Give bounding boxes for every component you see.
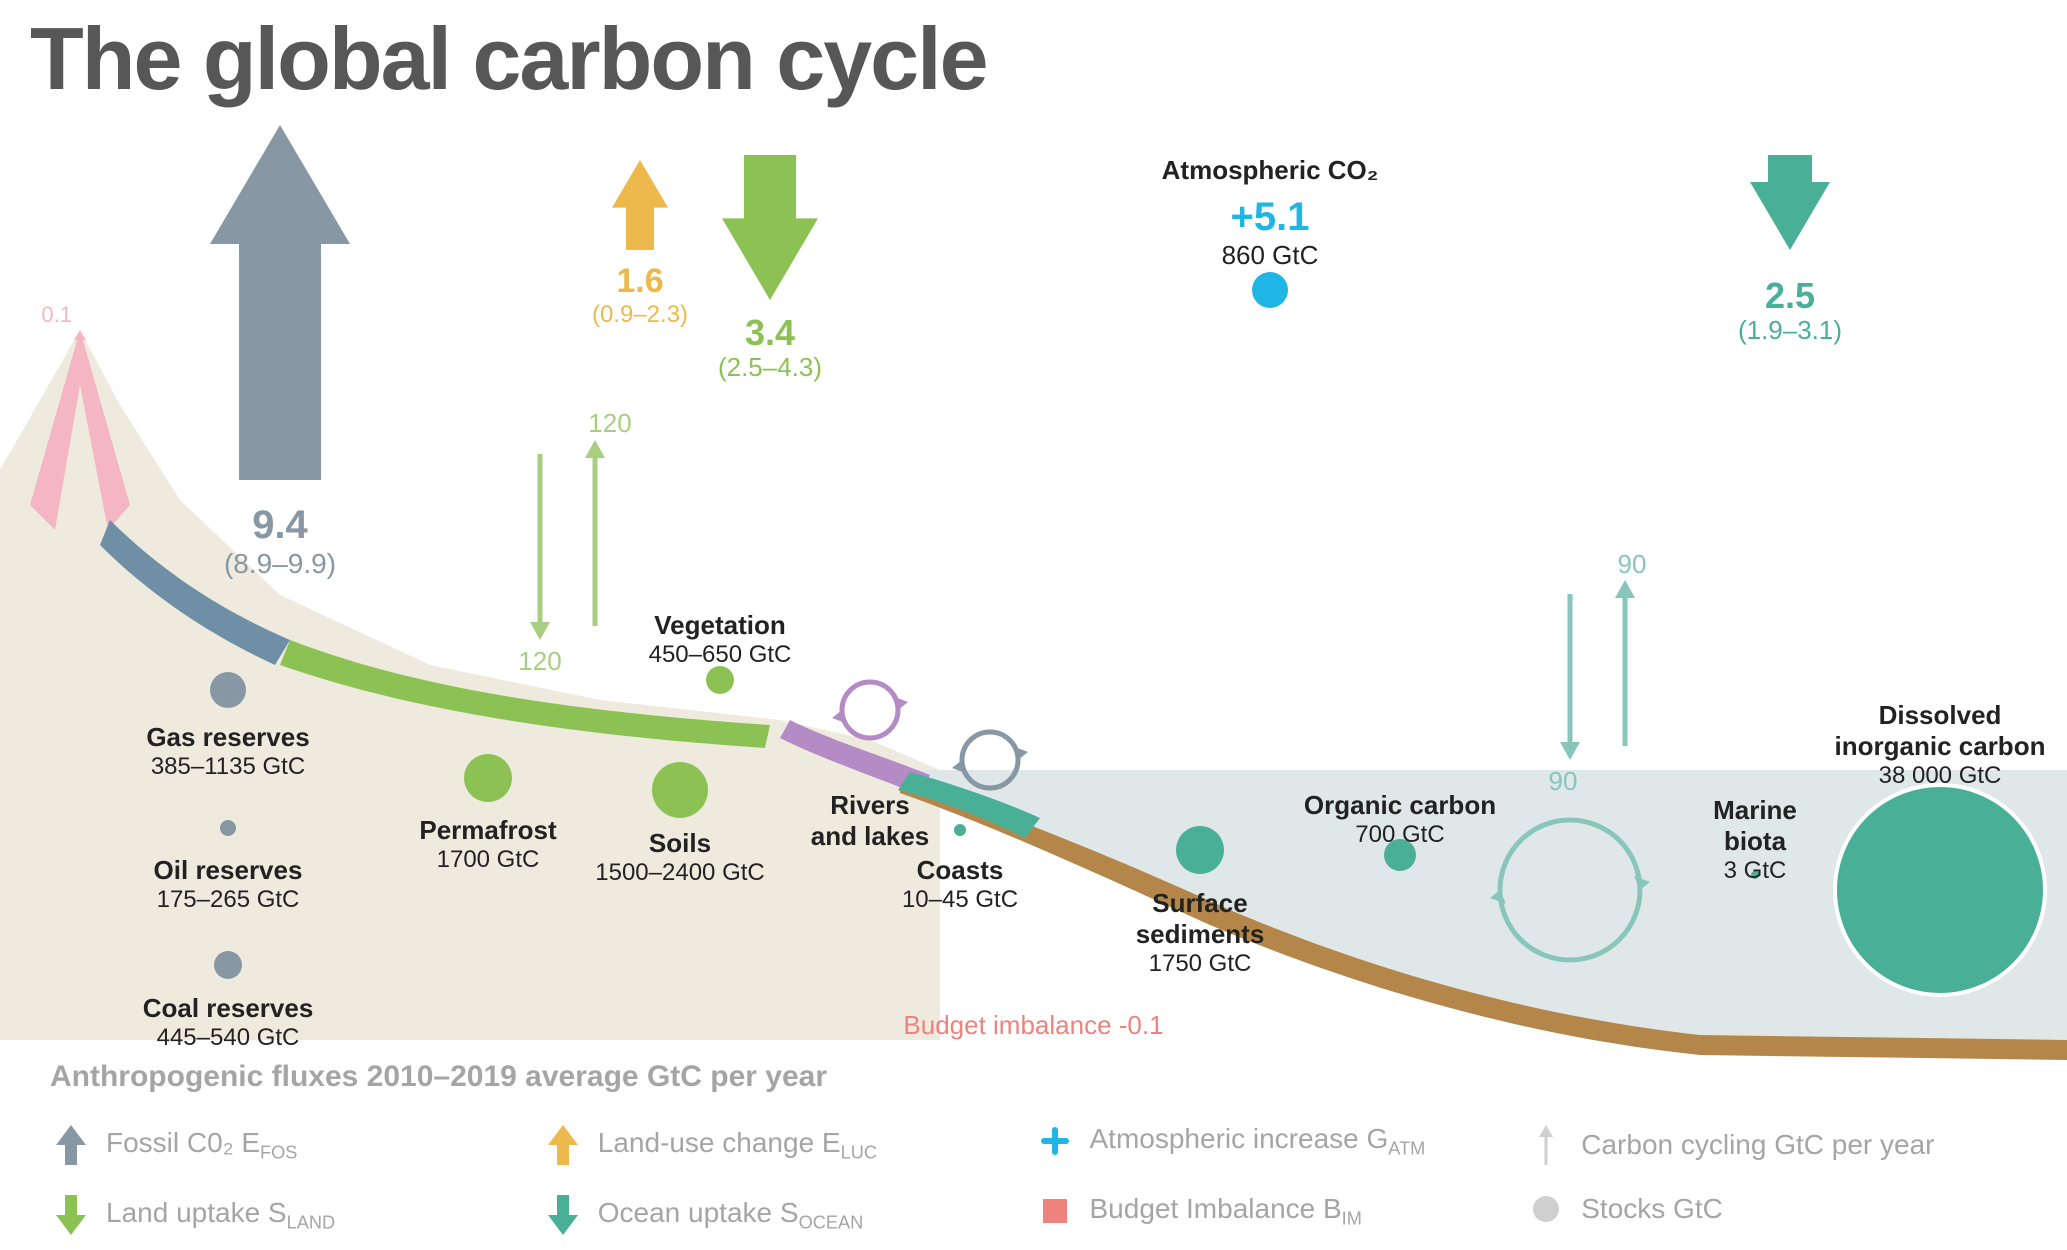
- legend-title: Anthropogenic fluxes 2010–2019 average G…: [50, 1060, 827, 1094]
- cycle-arrow-oc_dn: 90: [1549, 594, 1580, 796]
- stock-dot-perm: [464, 754, 512, 802]
- legend-item-6: Budget Imbalance BIM: [1034, 1193, 1362, 1230]
- flux-arrow-luc: [612, 160, 668, 250]
- stock-dot-veg: [706, 666, 734, 694]
- svg-text:0.1: 0.1: [41, 302, 72, 327]
- legend-item-5: Ocean uptake SOCEAN: [542, 1193, 864, 1237]
- rivers-lakes: Riversand lakes: [750, 790, 990, 852]
- atm-value: +5.1: [1170, 195, 1370, 240]
- cycle-arrow-veg_up: 120: [585, 408, 632, 626]
- legend-item-4: Land uptake SLAND: [50, 1193, 335, 1237]
- legend-item-7: Stocks GtC: [1525, 1193, 1723, 1225]
- stock-label-surfsed: Surfacesediments1750 GtC: [1030, 888, 1370, 979]
- rivers-cycle: [832, 682, 908, 738]
- flux-label-land: 3.4(2.5–4.3): [650, 312, 890, 383]
- stock-dot-soils: [652, 762, 708, 818]
- flux-arrow-ocean: [1750, 155, 1830, 250]
- atm-stock: 860 GtC: [1170, 240, 1370, 271]
- cycle-arrow-oc_up: 90: [1615, 549, 1646, 746]
- legend-item-0: Fossil C0₂ EFOS: [50, 1123, 297, 1167]
- stock-dot-gas: [210, 672, 246, 708]
- atm-label: Atmospheric CO₂: [1090, 155, 1450, 186]
- atm-dot: [1252, 272, 1288, 308]
- stock-dot-surfsed: [1176, 826, 1224, 874]
- flux-label-fossil: 9.4(8.9–9.9): [160, 502, 400, 580]
- cycle-label-veg_up: 120: [588, 408, 631, 438]
- stock-label-gas: Gas reserves385–1135 GtC: [58, 722, 398, 782]
- stock-label-veg: Vegetation450–650 GtC: [550, 610, 890, 670]
- cycle-label-oc_up: 90: [1618, 549, 1647, 579]
- legend-item-3: Carbon cycling GtC per year: [1525, 1123, 1934, 1167]
- land-mass: [0, 330, 940, 1040]
- flux-label-ocean: 2.5(1.9–3.1): [1670, 275, 1910, 346]
- stock-label-dic: Dissolvedinorganic carbon38 000 GtC: [1770, 700, 2067, 791]
- flux-arrow-fossil: [210, 125, 350, 480]
- page-title: The global carbon cycle: [30, 8, 987, 110]
- stock-dot-oil: [220, 820, 236, 836]
- legend-item-2: Atmospheric increase GATM: [1034, 1123, 1426, 1160]
- stock-dot-coal: [214, 951, 242, 979]
- legend-item-1: Land-use change ELUC: [542, 1123, 877, 1167]
- stock-label-orgc: Organic carbon700 GtC: [1230, 790, 1570, 850]
- stock-label-biota: Marinebiota3 GtC: [1585, 795, 1925, 886]
- stock-label-coal: Coal reserves445–540 GtC: [58, 993, 398, 1053]
